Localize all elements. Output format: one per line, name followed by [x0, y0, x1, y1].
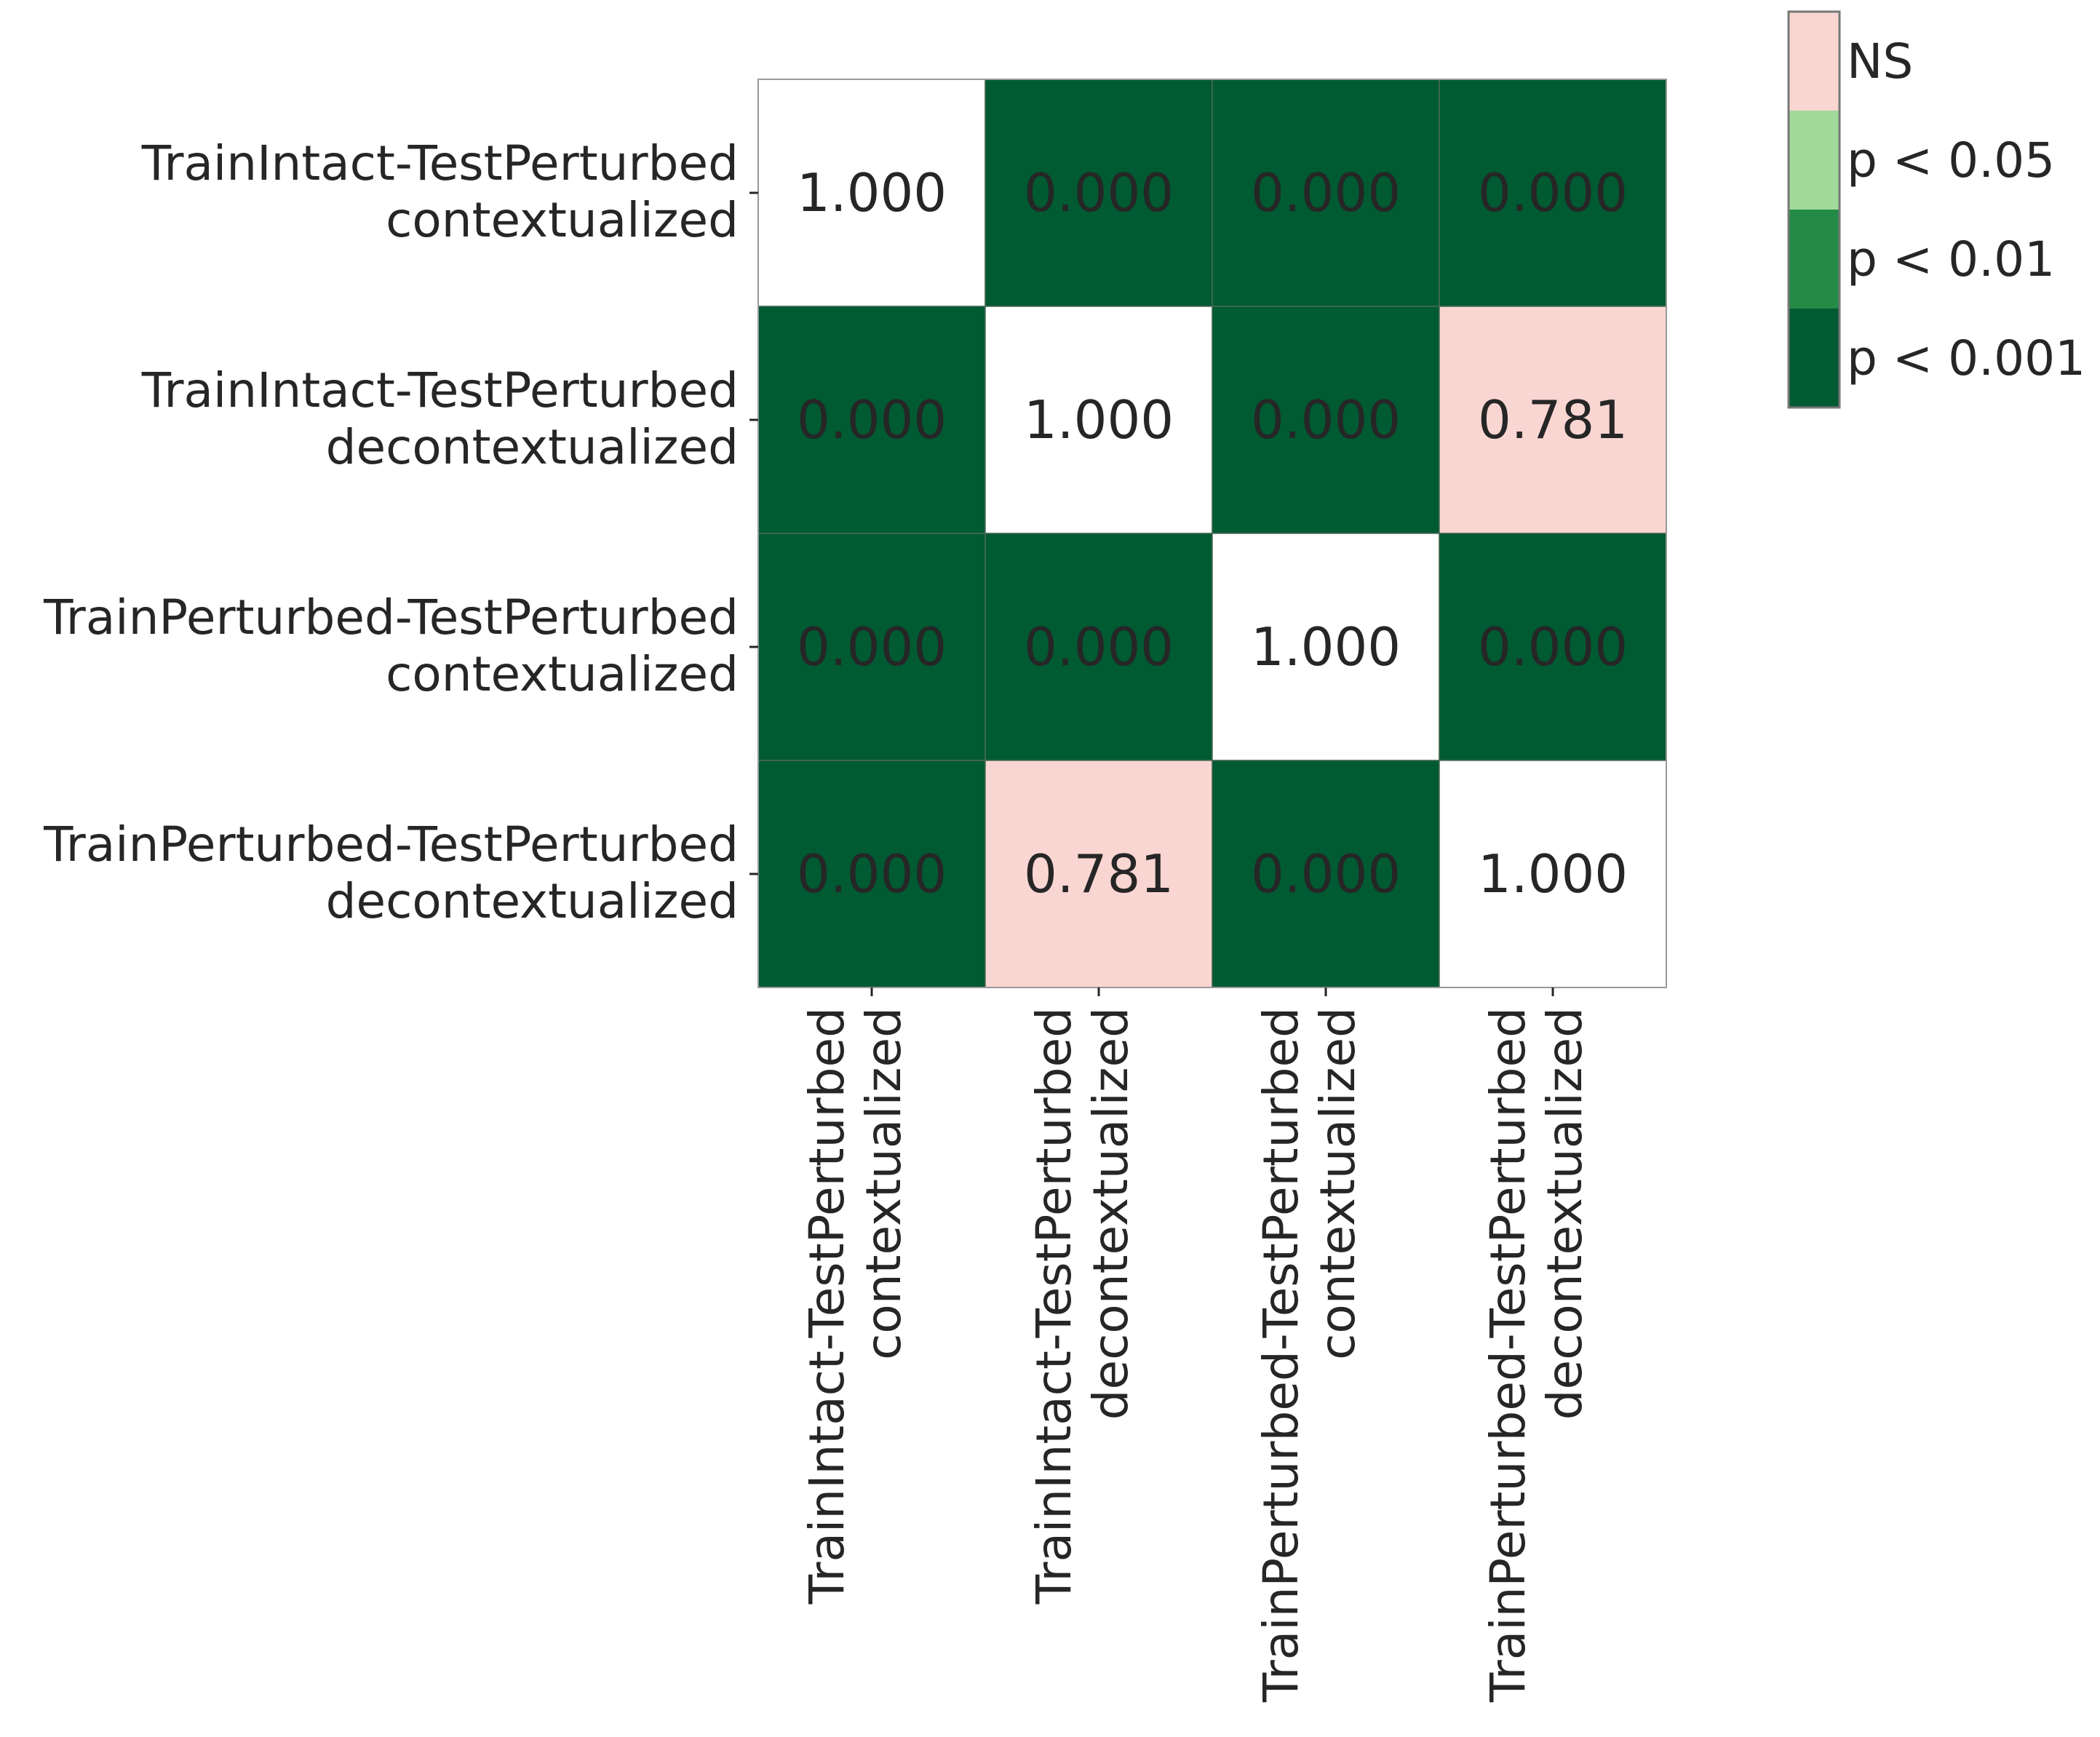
heatmap-cell-r1-c3 [1439, 306, 1667, 534]
cell-value-label: 0.781 [1024, 843, 1174, 905]
cell-value-label: 0.000 [797, 389, 947, 450]
x-tick-label: TrainPerturbed-TestPerturbeddecontextual… [1480, 1007, 1593, 1703]
y-tick-label-line: TrainPerturbed-TestPerturbed [43, 589, 739, 645]
x-tick-label-line: decontextualized [1537, 1007, 1593, 1420]
y-tick-label-line: decontextualized [326, 873, 739, 929]
heatmap-cell-r2-c1 [985, 533, 1213, 761]
legend-frame [1787, 10, 1841, 409]
legend-swatch [1789, 210, 1840, 309]
heatmap-cell-r0-c1 [985, 79, 1213, 307]
x-tick-label: TrainIntact-TestPerturbedcontextualized [799, 1007, 912, 1605]
heatmap-cell-r1-c1 [985, 306, 1213, 534]
legend-swatch [1789, 111, 1840, 210]
heatmap-cell-r0-c0 [757, 79, 986, 307]
y-tick-label: TrainIntact-TestPerturbed contextualized [141, 135, 739, 248]
x-tick-label-line: TrainIntact-TestPerturbed [799, 1007, 855, 1605]
y-tick-label: TrainPerturbed-TestPerturbed contextualiz… [43, 589, 739, 702]
heatmap-cell-r0-c3 [1439, 79, 1667, 307]
plot-frame [757, 79, 1667, 988]
heatmap-cell-r3-c2 [1212, 760, 1440, 988]
colorbar-legend: NS p < 0.05 p < 0.01 p < 0.001 [1787, 10, 2085, 409]
cell-value-label: 1.000 [1251, 616, 1401, 677]
y-tick-label-line: TrainPerturbed-TestPerturbed [43, 816, 739, 873]
x-tick-label-line: decontextualized [1083, 1007, 1139, 1420]
legend-swatch [1789, 12, 1840, 111]
cell-value-label: 0.000 [1024, 162, 1174, 223]
cell-value-label: 0.000 [1251, 162, 1401, 223]
cell-value-label: 0.000 [1251, 389, 1401, 450]
y-tick-label-line: TrainIntact-TestPerturbed [141, 362, 739, 418]
x-tick-label-line: TrainPerturbed-TestPerturbed [1480, 1007, 1536, 1703]
x-tick-label-line: contextualized [1310, 1007, 1366, 1360]
y-tick-label-line: decontextualized [326, 419, 739, 475]
cell-value-label: 1.000 [797, 162, 947, 223]
cell-value-label: 0.000 [1024, 616, 1174, 677]
cell-value-label: 0.000 [1251, 843, 1401, 905]
legend-label: p < 0.01 [1847, 231, 2055, 287]
x-tick-label-line: contextualized [856, 1007, 912, 1360]
y-tick-label-line: contextualized [386, 192, 739, 248]
y-tick-label: TrainIntact-TestPerturbed decontextualize… [141, 362, 739, 475]
cell-value-label: 1.000 [1024, 389, 1174, 450]
cell-value-label: 0.781 [1478, 389, 1628, 450]
heatmap-cell-r2-c3 [1439, 533, 1667, 761]
heatmap-cell-r1-c2 [1212, 306, 1440, 534]
cell-value-label: 0.000 [797, 616, 947, 677]
cell-value-label: 0.000 [797, 843, 947, 905]
cell-value-label: 0.000 [1478, 162, 1628, 223]
y-tick-label: TrainPerturbed-TestPerturbed decontextual… [43, 816, 739, 929]
legend-label: NS [1847, 33, 1913, 90]
heatmap-cell-r3-c1 [985, 760, 1213, 988]
y-axis: TrainIntact-TestPerturbed contextualizedT… [43, 135, 758, 929]
legend-swatch [1789, 309, 1840, 408]
cell-value-label: 0.000 [1478, 616, 1628, 677]
legend-label: p < 0.05 [1847, 132, 2055, 188]
y-tick-label-line: contextualized [386, 646, 739, 702]
x-tick-label: TrainPerturbed-TestPerturbedcontextualiz… [1253, 1007, 1366, 1703]
x-axis: TrainIntact-TestPerturbedcontextualized T… [799, 987, 1593, 1703]
x-tick-label-line: TrainPerturbed-TestPerturbed [1253, 1007, 1309, 1703]
cell-value-label: 1.000 [1478, 843, 1628, 905]
x-tick-label: TrainIntact-TestPerturbeddecontextualize… [1026, 1007, 1139, 1605]
heatmap-cell-r1-c0 [757, 306, 986, 534]
cell-value-labels: 1.000 0.000 0.000 0.000 0.000 1.000 0.000 0.781… [797, 162, 1628, 905]
x-tick-label-line: TrainIntact-TestPerturbed [1026, 1007, 1082, 1605]
heatmap-cell-r3-c0 [757, 760, 986, 988]
heatmap-cells [757, 79, 1667, 988]
heatmap-cell-r3-c3 [1439, 760, 1667, 988]
legend-label: p < 0.001 [1847, 330, 2085, 386]
y-tick-label-line: TrainIntact-TestPerturbed [141, 135, 739, 191]
